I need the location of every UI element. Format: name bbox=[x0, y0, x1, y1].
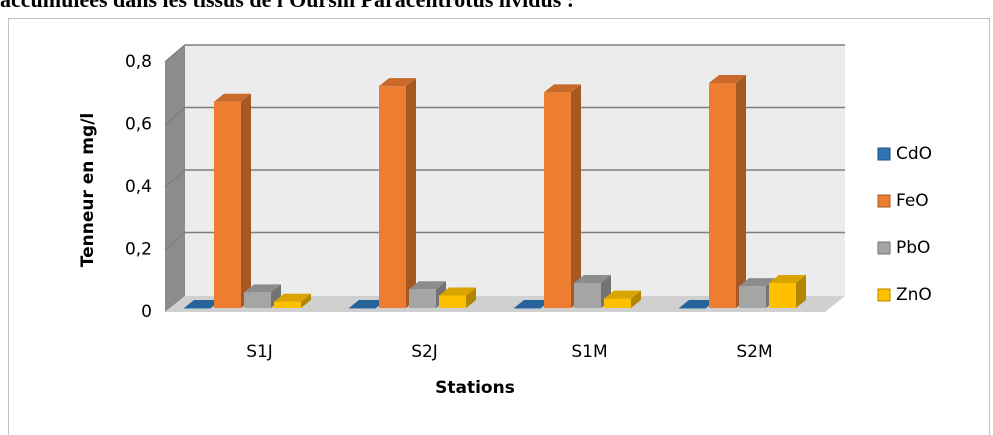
bar bbox=[574, 283, 601, 308]
bar bbox=[214, 101, 241, 308]
bar bbox=[544, 92, 571, 308]
bar-top bbox=[514, 300, 551, 308]
bar bbox=[514, 308, 541, 309]
x-tick-label: S1J bbox=[246, 342, 273, 362]
bar-top bbox=[769, 275, 806, 283]
bar-side bbox=[406, 78, 416, 308]
bar bbox=[439, 295, 466, 308]
bar-top bbox=[739, 278, 776, 287]
bar-side bbox=[796, 275, 806, 308]
bar-top bbox=[544, 84, 581, 93]
caption: accumulées dans les tissus de l'Oursin P… bbox=[0, 0, 574, 12]
x-axis-title: Stations bbox=[435, 378, 515, 398]
grid-line bbox=[164, 106, 845, 126]
legend-swatch bbox=[877, 194, 891, 208]
x-tick-label: S2J bbox=[411, 342, 438, 362]
bar-side bbox=[631, 290, 641, 308]
legend-label: ZnO bbox=[896, 285, 932, 305]
grid-line bbox=[164, 231, 845, 251]
bar-top bbox=[604, 290, 641, 299]
bar bbox=[244, 292, 271, 308]
y-axis-title: Tenneur en mg/l bbox=[78, 113, 98, 267]
bar-top bbox=[184, 300, 221, 308]
legend-swatch bbox=[877, 241, 891, 255]
bar bbox=[184, 308, 211, 309]
bar-side bbox=[271, 284, 281, 308]
bar bbox=[679, 308, 706, 309]
bar-side bbox=[241, 93, 251, 308]
bar-top bbox=[244, 284, 281, 293]
x-tick-label: S2M bbox=[736, 342, 772, 362]
bar-top bbox=[709, 75, 746, 83]
bar bbox=[739, 286, 766, 308]
bar-side bbox=[736, 75, 746, 308]
bar bbox=[349, 308, 376, 309]
y-tick-label: 0,4 bbox=[125, 177, 152, 197]
bar bbox=[379, 86, 406, 308]
y-tick-label: 0,2 bbox=[125, 240, 152, 260]
bar-side bbox=[466, 287, 476, 308]
bar-top bbox=[274, 293, 311, 302]
bar-top bbox=[439, 287, 476, 296]
legend-label: PbO bbox=[896, 238, 930, 258]
legend-label: FeO bbox=[896, 191, 929, 211]
bar-top bbox=[679, 300, 716, 308]
grid-line bbox=[164, 169, 845, 188]
bar bbox=[709, 83, 736, 308]
bar-top bbox=[214, 93, 251, 102]
bar bbox=[274, 301, 301, 308]
bar-top bbox=[574, 275, 611, 283]
bar bbox=[769, 283, 796, 308]
y-tick-label: 0,6 bbox=[125, 115, 152, 135]
legend-swatch bbox=[877, 288, 891, 302]
bar bbox=[604, 298, 631, 308]
bar bbox=[409, 289, 436, 308]
legend-label: CdO bbox=[896, 144, 932, 164]
x-tick-label: S1M bbox=[571, 342, 607, 362]
floor bbox=[165, 296, 845, 312]
y-tick-label: 0 bbox=[141, 302, 152, 322]
bar-top bbox=[379, 78, 416, 87]
bar-top bbox=[409, 281, 446, 290]
bar-side bbox=[301, 293, 311, 308]
grid-line bbox=[164, 44, 845, 63]
bar-top bbox=[349, 300, 386, 308]
y-tick-label: 0,8 bbox=[125, 52, 152, 72]
legend-swatch bbox=[877, 147, 891, 161]
bar-side bbox=[571, 84, 581, 308]
